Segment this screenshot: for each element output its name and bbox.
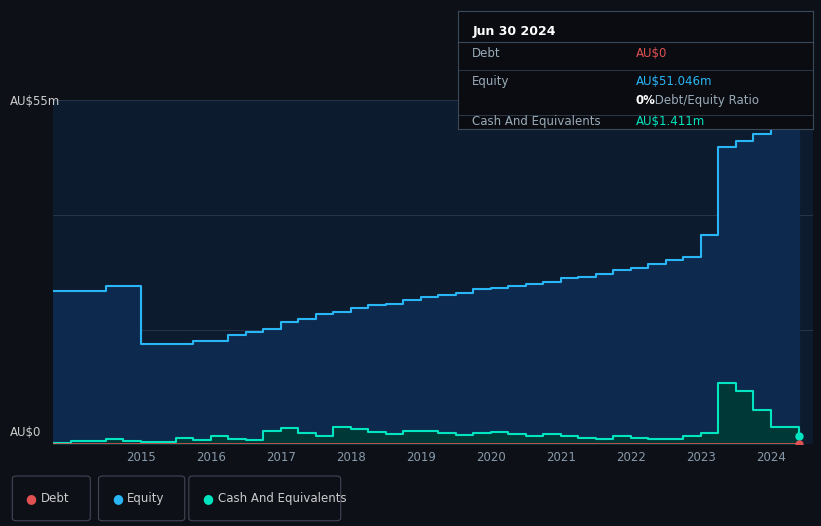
Text: AU$0: AU$0: [10, 426, 41, 439]
Text: ●: ●: [25, 492, 37, 505]
Text: Debt: Debt: [41, 492, 70, 505]
Text: 0%: 0%: [635, 94, 655, 107]
Text: AU$51.046m: AU$51.046m: [635, 75, 712, 88]
Text: Cash And Equivalents: Cash And Equivalents: [472, 115, 601, 128]
Text: ●: ●: [112, 492, 123, 505]
Text: Debt: Debt: [472, 47, 501, 60]
Text: Debt/Equity Ratio: Debt/Equity Ratio: [651, 94, 759, 107]
Text: Equity: Equity: [127, 492, 165, 505]
Text: Equity: Equity: [472, 75, 510, 88]
Text: Jun 30 2024: Jun 30 2024: [472, 25, 556, 38]
Text: AU$55m: AU$55m: [10, 95, 60, 108]
Text: AU$1.411m: AU$1.411m: [635, 115, 704, 128]
Text: Cash And Equivalents: Cash And Equivalents: [218, 492, 346, 505]
Text: ●: ●: [202, 492, 213, 505]
Text: AU$0: AU$0: [635, 47, 667, 60]
